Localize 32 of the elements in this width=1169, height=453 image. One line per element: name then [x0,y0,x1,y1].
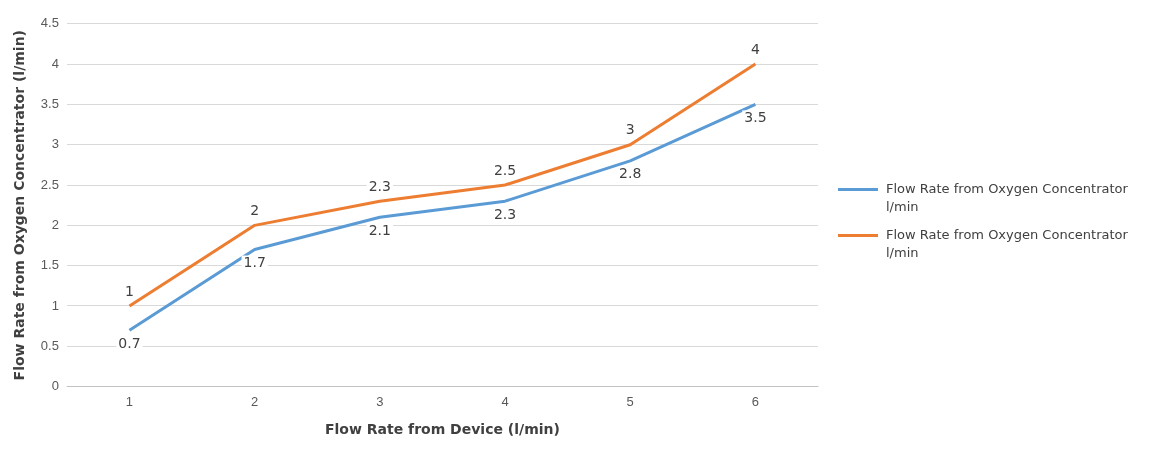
data-label: 0.7 [118,334,141,351]
data-label: 2.5 [493,161,517,178]
x-tick-label: 5 [626,393,634,409]
y-tick-label: 3.5 [40,96,59,111]
legend-label: Flow Rate from Oxygen Concentrator l/min [886,179,1129,216]
data-label: 1 [125,282,134,299]
y-tick-label: 4.5 [40,15,59,31]
x-tick-label: 1 [125,393,134,409]
data-label: 2 [250,202,260,218]
y-tick-label: 0.5 [40,337,59,353]
data-label: 4 [750,40,760,57]
y-tick-label: 1.5 [40,257,59,273]
data-label: 2.3 [493,205,517,222]
data-label: 1.7 [243,254,266,271]
legend-label: Flow Rate from Oxygen Concentrator l/min [886,225,1129,262]
x-tick-label: 3 [376,393,384,409]
data-label: 3 [625,121,635,138]
y-tick-label: 2.5 [40,176,59,192]
y-tick-label: 1 [51,297,59,313]
x-tick-label: 6 [751,393,760,409]
y-tick-label: 3 [51,136,59,152]
data-label: 2.8 [619,165,642,182]
y-tick-label: 4 [51,55,59,71]
x-tick-label: 4 [501,393,509,409]
y-tick-label: 2 [51,216,59,232]
data-label: 2.3 [368,177,391,194]
data-label: 2.1 [368,221,391,238]
data-label: 3.5 [744,109,767,126]
x-axis-title: Flow Rate from Device (l/min) [324,421,560,438]
y-axis-title: Flow Rate from Oxygen Concentrator (l/min) [11,30,28,381]
y-tick-label: 0 [51,378,59,394]
x-tick-label: 2 [251,393,259,409]
